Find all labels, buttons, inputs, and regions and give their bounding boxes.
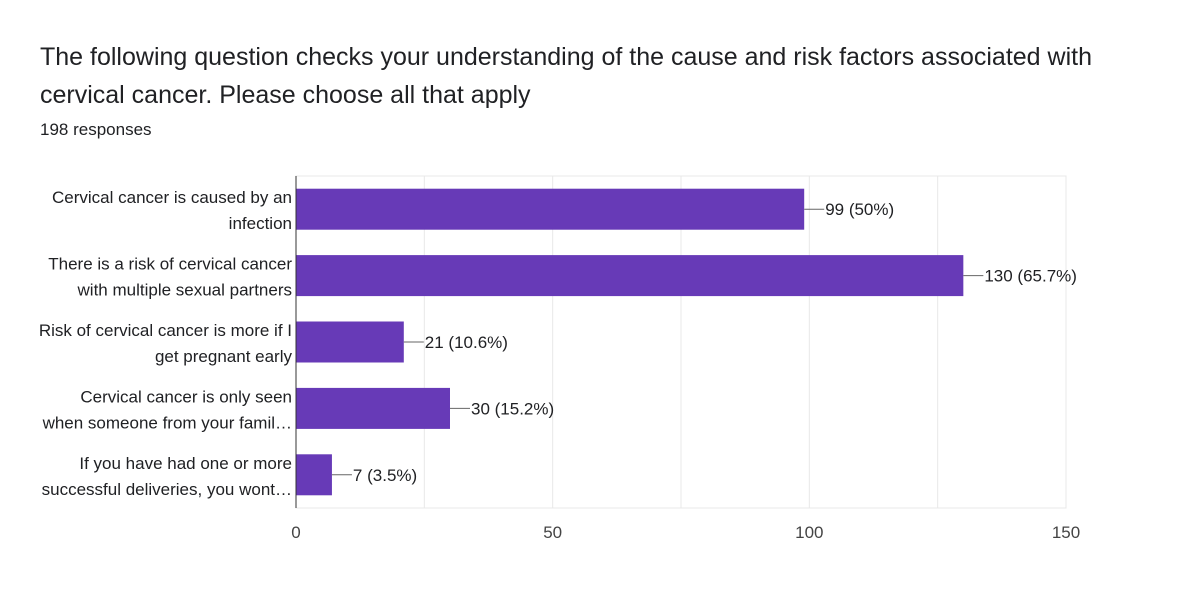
data-label: 99 (50%) [825, 200, 894, 219]
chart-title: The following question checks your under… [40, 43, 1092, 109]
category-label: If you have had one or more [79, 454, 292, 473]
data-label: 21 (10.6%) [425, 333, 508, 352]
x-tick-label: 100 [795, 523, 823, 542]
category-label: Risk of cervical cancer is more if I [39, 321, 292, 340]
category-label: get pregnant early [155, 347, 293, 366]
data-label: 30 (15.2%) [471, 399, 554, 418]
bar [296, 387, 450, 429]
category-label: infection [229, 214, 292, 233]
data-label: 7 (3.5%) [353, 466, 417, 485]
category-label: There is a risk of cervical cancer [48, 255, 292, 274]
bar [296, 188, 805, 230]
category-label: Cervical cancer is only seen [80, 387, 292, 406]
response-count: 198 responses [40, 120, 152, 139]
x-tick-label: 50 [543, 523, 562, 542]
data-label: 130 (65.7%) [984, 267, 1077, 286]
category-label: when someone from your famil… [42, 413, 292, 432]
x-tick-label: 150 [1052, 523, 1080, 542]
category-label: with multiple sexual partners [77, 281, 292, 300]
bar [296, 321, 404, 363]
x-tick-label: 0 [291, 523, 300, 542]
category-label: Cervical cancer is caused by an [52, 188, 292, 207]
bar [296, 454, 332, 496]
category-label: successful deliveries, you wont… [42, 480, 292, 499]
bar [296, 255, 964, 297]
